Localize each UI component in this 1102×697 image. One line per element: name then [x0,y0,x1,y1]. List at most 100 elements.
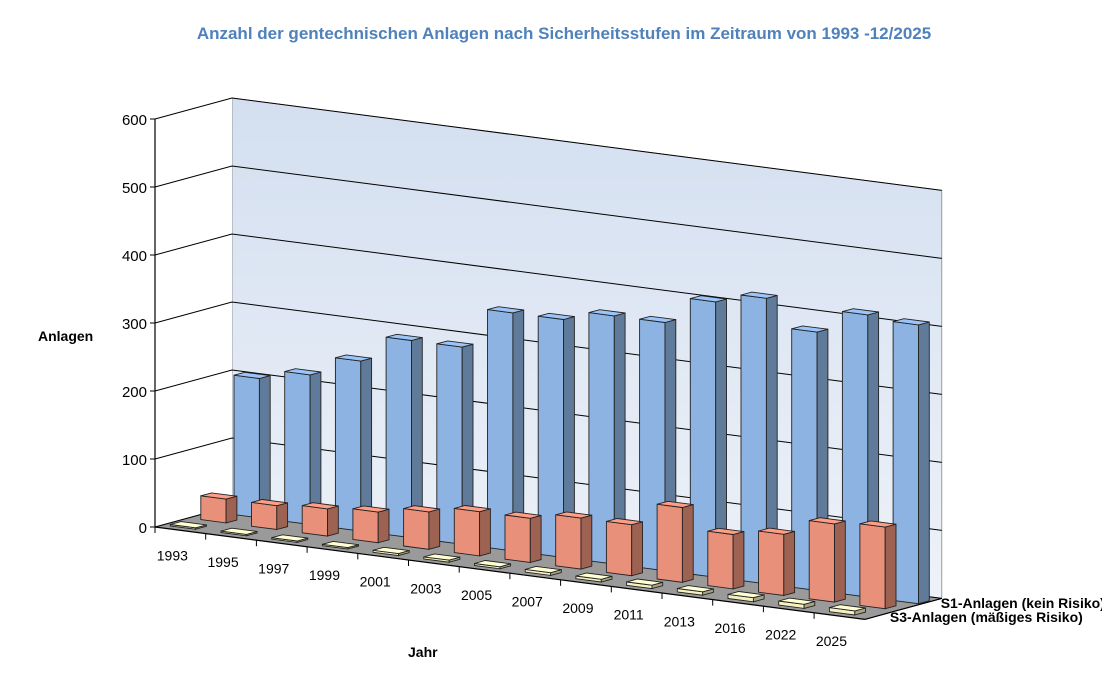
bar-top [588,309,626,317]
bar-side [309,371,322,526]
bar-top [251,499,288,507]
bar-1-1995 [284,368,322,526]
x-tick-label: 1993 [157,547,188,563]
bar-top [829,604,866,612]
bar-front [504,514,531,564]
series-label-s3: S3-Anlagen (mäßiges Risiko) [890,609,1083,625]
y-tick-label: 400 [122,248,147,265]
bar-2-1997 [301,502,339,537]
bar-2-1993 [200,492,238,524]
chart-title: Anzahl der gentechnischen Anlagen nach S… [196,24,932,43]
bar-top [403,505,440,513]
bar-top [859,520,897,528]
bar-2-2016 [758,527,796,597]
y-tick-label: 600 [122,112,147,129]
bar-2-2001 [403,505,441,550]
bar-1-2013 [740,291,778,585]
y-tick-label: 500 [122,180,147,197]
x-tick-label: 2007 [512,594,543,610]
bar-top [474,560,511,568]
y-tick-label: 0 [139,520,147,537]
x-tick-label: 1995 [207,554,238,570]
x-tick-label: 2016 [714,620,745,636]
bar-side [327,505,339,537]
bar-top [677,585,714,593]
bar-top [842,308,879,316]
series-label-s1: S1-Anlagen (kein Risiko) [941,595,1102,611]
bar-3-2025 [828,604,866,616]
bar-top [335,354,372,362]
x-tick-label: 2011 [614,607,644,623]
bar-top [656,500,694,508]
bar-top [322,540,359,549]
bar-side [258,375,271,519]
bar-front [301,505,328,537]
bar-1-2005 [537,312,575,559]
bar-side [834,520,846,603]
bar-2-2009 [605,518,643,577]
x-tick-label: 2005 [461,587,492,603]
gridline [154,165,942,259]
bar-top [284,368,322,376]
bar-2-2011 [656,500,694,583]
bar-3-2007 [524,565,562,576]
bar-3-2001 [372,546,410,557]
bar-3-1993 [169,521,207,530]
y-tick-label: 300 [122,316,147,333]
bar-top [538,312,575,320]
bar-side [580,514,593,570]
bar-3-1999 [321,540,359,550]
bar-side [918,321,930,605]
x-tick-label: 2022 [765,627,796,643]
bar-top [436,340,474,348]
bar-top [423,553,461,561]
bar-top [454,505,491,513]
bar-2-2022 [808,517,846,603]
bar-top [525,565,562,574]
bar-top [809,517,846,525]
bar-side [479,508,491,557]
bar-3-2003 [423,553,461,563]
bar-3-2005 [474,560,512,570]
bar-3-1997 [271,534,309,543]
bar-front [656,503,683,583]
bar-front [555,514,582,570]
bar-1-2001 [436,340,474,545]
x-tick-label: 1999 [309,567,340,583]
bar-top [707,527,745,535]
bar-3-1995 [220,527,258,537]
bar-side [377,508,390,544]
bar-3-2011 [626,578,664,590]
bar-side [428,508,441,550]
bar-front [334,357,362,532]
bar-side [732,531,745,590]
bar-3-2022 [778,597,816,609]
bar-top [791,325,829,333]
bar-side [276,502,289,531]
bar-front [233,374,260,519]
bar-front [352,508,379,544]
bar-top [727,591,765,599]
x-tick-label: 2001 [360,574,391,590]
bar-top [892,318,930,326]
bar-top [740,291,778,299]
bar-1-1993 [233,371,271,519]
depth-axis [864,597,942,620]
bar-2-2005 [504,511,542,564]
bar-top [170,521,207,529]
bar-3-2016 [727,591,765,603]
x-tick-label: 2009 [562,600,593,616]
bar-side [529,514,542,564]
bar-1-2007 [588,309,626,565]
x-axis-title: Jahr [408,644,438,660]
y-axis-title: Anlagen [38,328,93,344]
bar-2-2013 [707,527,745,590]
bar-front [892,321,919,605]
bar-front [200,495,227,524]
y-tick-label: 100 [122,452,147,469]
bar-front [453,507,481,557]
bar-top [778,597,815,605]
bar-top [690,295,727,303]
bar-top [372,546,410,555]
